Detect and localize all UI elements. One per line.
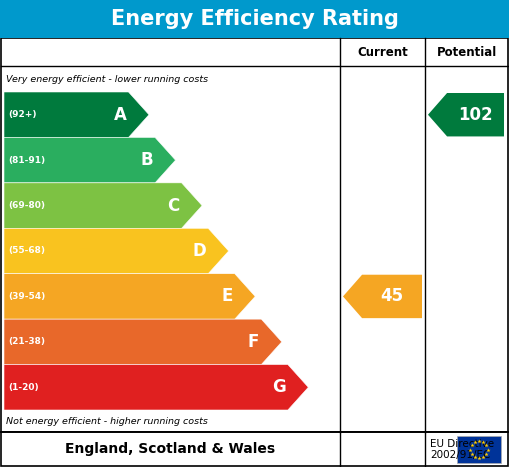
Text: (69-80): (69-80): [8, 201, 45, 210]
Text: Not energy efficient - higher running costs: Not energy efficient - higher running co…: [6, 417, 208, 426]
Polygon shape: [343, 275, 422, 318]
Text: B: B: [140, 151, 153, 169]
Text: F: F: [248, 333, 259, 351]
Polygon shape: [4, 274, 255, 319]
Text: Current: Current: [357, 45, 408, 58]
Polygon shape: [4, 228, 229, 274]
Text: C: C: [167, 197, 180, 214]
Bar: [1, 38, 508, 432]
Text: A: A: [114, 106, 127, 124]
Text: EU Directive
2002/91/EC: EU Directive 2002/91/EC: [430, 439, 494, 460]
Polygon shape: [4, 183, 202, 228]
Text: (21-38): (21-38): [8, 337, 45, 347]
Text: Very energy efficient - lower running costs: Very energy efficient - lower running co…: [6, 76, 208, 85]
Polygon shape: [4, 365, 308, 410]
Bar: [457, 436, 501, 463]
Polygon shape: [4, 137, 176, 183]
Text: G: G: [272, 378, 286, 396]
Text: (39-54): (39-54): [8, 292, 45, 301]
Bar: [1, 432, 508, 466]
Text: D: D: [192, 242, 206, 260]
Polygon shape: [4, 319, 282, 365]
Text: (92+): (92+): [8, 110, 37, 119]
Text: (55-68): (55-68): [8, 247, 45, 255]
Bar: [0, 0, 509, 38]
Text: (1-20): (1-20): [8, 383, 39, 392]
Text: 45: 45: [380, 287, 404, 305]
Polygon shape: [428, 93, 504, 136]
Text: Energy Efficiency Rating: Energy Efficiency Rating: [110, 9, 399, 29]
Text: 102: 102: [458, 106, 493, 124]
Polygon shape: [4, 92, 149, 137]
Text: E: E: [221, 287, 233, 305]
Text: (81-91): (81-91): [8, 156, 45, 165]
Text: England, Scotland & Wales: England, Scotland & Wales: [65, 443, 275, 457]
Text: Potential: Potential: [437, 45, 497, 58]
